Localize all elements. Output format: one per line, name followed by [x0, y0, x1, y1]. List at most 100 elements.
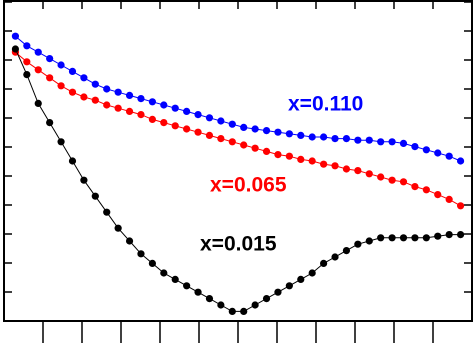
data-point [422, 234, 430, 242]
data-point [11, 45, 20, 53]
data-point [434, 149, 442, 157]
data-point [80, 176, 88, 184]
series-label: x=0.110 [288, 93, 363, 116]
data-point [34, 66, 42, 74]
data-point [91, 192, 99, 200]
data-point [183, 107, 191, 115]
series-line [15, 51, 461, 207]
data-point [23, 71, 31, 79]
data-point [262, 295, 271, 303]
data-point [445, 195, 453, 203]
data-point [68, 157, 77, 165]
data-point [240, 141, 248, 149]
data-point [342, 135, 351, 143]
data-point [23, 42, 31, 50]
data-point [103, 101, 111, 109]
data-point [320, 133, 328, 141]
data-point [80, 74, 88, 82]
data-point [342, 165, 351, 173]
data-point [399, 234, 408, 242]
data-point [46, 55, 54, 63]
data-point [125, 91, 134, 99]
data-point [411, 234, 419, 242]
data-point [365, 170, 373, 178]
data-point [137, 111, 145, 119]
data-point [274, 288, 282, 296]
data-point [411, 183, 419, 191]
data-point [377, 173, 385, 181]
data-point [308, 269, 316, 277]
data-point [240, 123, 248, 131]
data-point [68, 67, 77, 75]
data-point [297, 275, 305, 283]
data-point [57, 138, 65, 146]
data-point [183, 125, 191, 133]
data-point [160, 119, 168, 127]
data-point [331, 135, 339, 143]
data-point [262, 147, 271, 155]
series-line [15, 35, 461, 162]
data-point [217, 135, 225, 143]
data-point [114, 104, 122, 112]
data-point [456, 157, 465, 165]
data-point [205, 131, 214, 139]
data-point [194, 128, 202, 136]
data-point [285, 152, 293, 160]
data-point [91, 80, 99, 88]
tick-marks [4, 1, 472, 343]
data-point [228, 307, 236, 315]
data-point [251, 301, 259, 309]
data-point [445, 231, 453, 239]
data-point [308, 157, 316, 165]
data-point [23, 58, 31, 66]
data-point [456, 202, 465, 210]
data-point [114, 224, 122, 232]
data-point [274, 151, 282, 159]
data-point [57, 82, 65, 90]
data-point [285, 130, 293, 138]
data-point [274, 128, 282, 136]
data-point [331, 253, 339, 261]
data-point [365, 237, 373, 245]
data-point [354, 240, 362, 248]
data-point [148, 259, 156, 267]
data-point [205, 114, 214, 122]
data-point [103, 208, 111, 216]
data-point [194, 111, 202, 119]
data-point [354, 167, 362, 175]
data-point [91, 96, 99, 104]
series-label: x=0.015 [200, 233, 277, 256]
data-point [125, 237, 134, 245]
data-point [262, 127, 271, 135]
data-point [388, 138, 396, 146]
data-point [217, 301, 225, 309]
data-point [422, 146, 430, 154]
data-point [148, 98, 156, 106]
data-point [411, 143, 419, 151]
data-point [308, 133, 316, 141]
data-point [320, 160, 328, 168]
data-point [331, 162, 339, 170]
data-point [251, 125, 259, 133]
data-point [399, 139, 408, 147]
data-point [171, 104, 179, 112]
data-point [80, 93, 88, 101]
data-point [320, 259, 328, 267]
data-point [399, 178, 408, 186]
data-point [34, 48, 42, 56]
data-point [183, 282, 191, 290]
data-point [422, 186, 430, 194]
data-point [434, 232, 442, 240]
data-point [342, 247, 351, 255]
data-point [103, 85, 111, 93]
data-point [388, 176, 396, 184]
data-point [228, 138, 236, 146]
data-point [137, 250, 145, 258]
data-point [445, 152, 453, 160]
data-point [160, 101, 168, 109]
data-point [297, 155, 305, 163]
data-point [285, 282, 293, 290]
data-point [377, 138, 385, 146]
data-point [114, 88, 122, 96]
